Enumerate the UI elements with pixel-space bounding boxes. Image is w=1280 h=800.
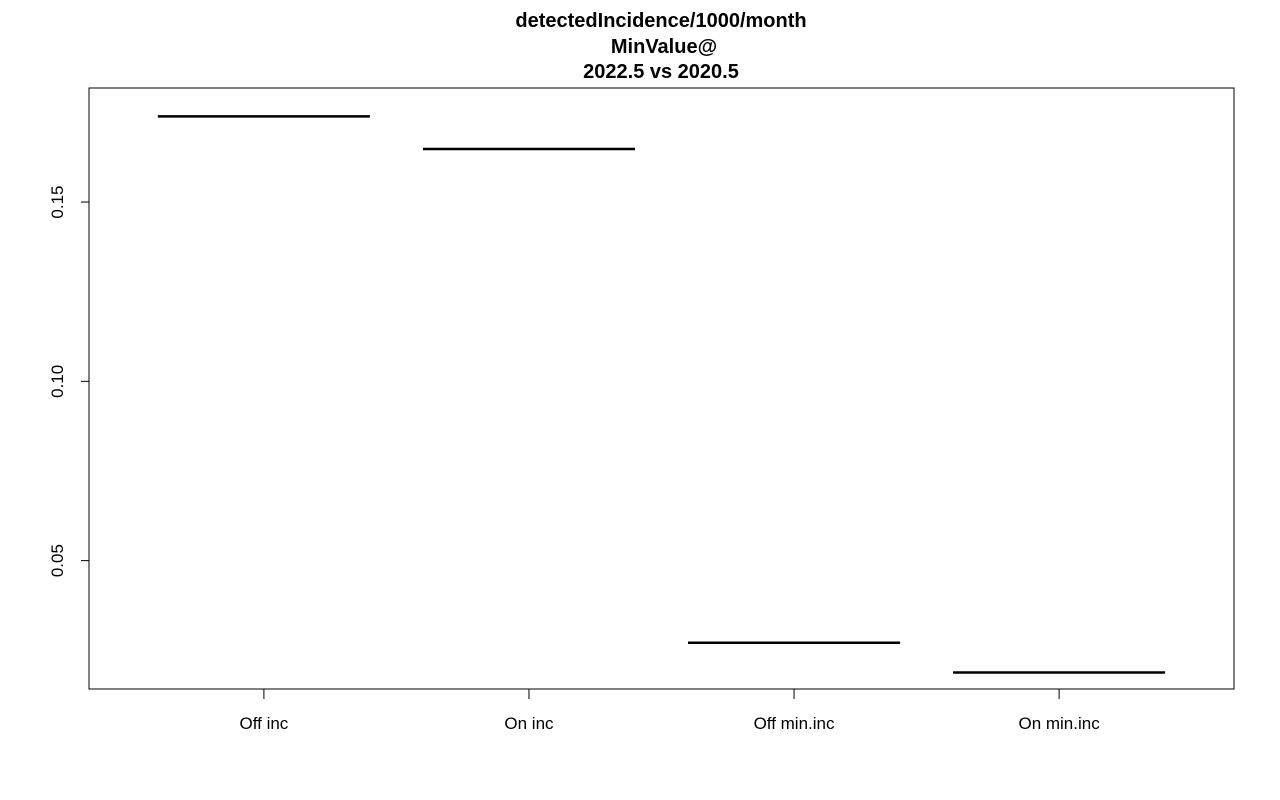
x-tick-label: Off inc	[239, 714, 288, 733]
x-tick-label: Off min.inc	[754, 714, 835, 733]
x-axis: Off inc On inc Off min.inc On min.inc	[239, 689, 1100, 733]
data-marks	[157, 115, 1166, 674]
y-tick-label: 0.10	[48, 365, 67, 398]
y-tick-label: 0.15	[48, 185, 67, 218]
x-tick-label: On inc	[504, 714, 554, 733]
plot-frame	[88, 87, 1235, 690]
chart-title-line-2: MinValue@	[611, 36, 717, 58]
chart-title-line-1: detectedIncidence/1000/month	[515, 10, 806, 32]
y-axis: 0.05 0.10 0.15	[48, 185, 89, 577]
y-tick-label: 0.05	[48, 544, 67, 577]
chart-title-line-3: 2022.5 vs 2020.5	[583, 61, 739, 83]
x-tick-label: On min.inc	[1018, 714, 1100, 733]
